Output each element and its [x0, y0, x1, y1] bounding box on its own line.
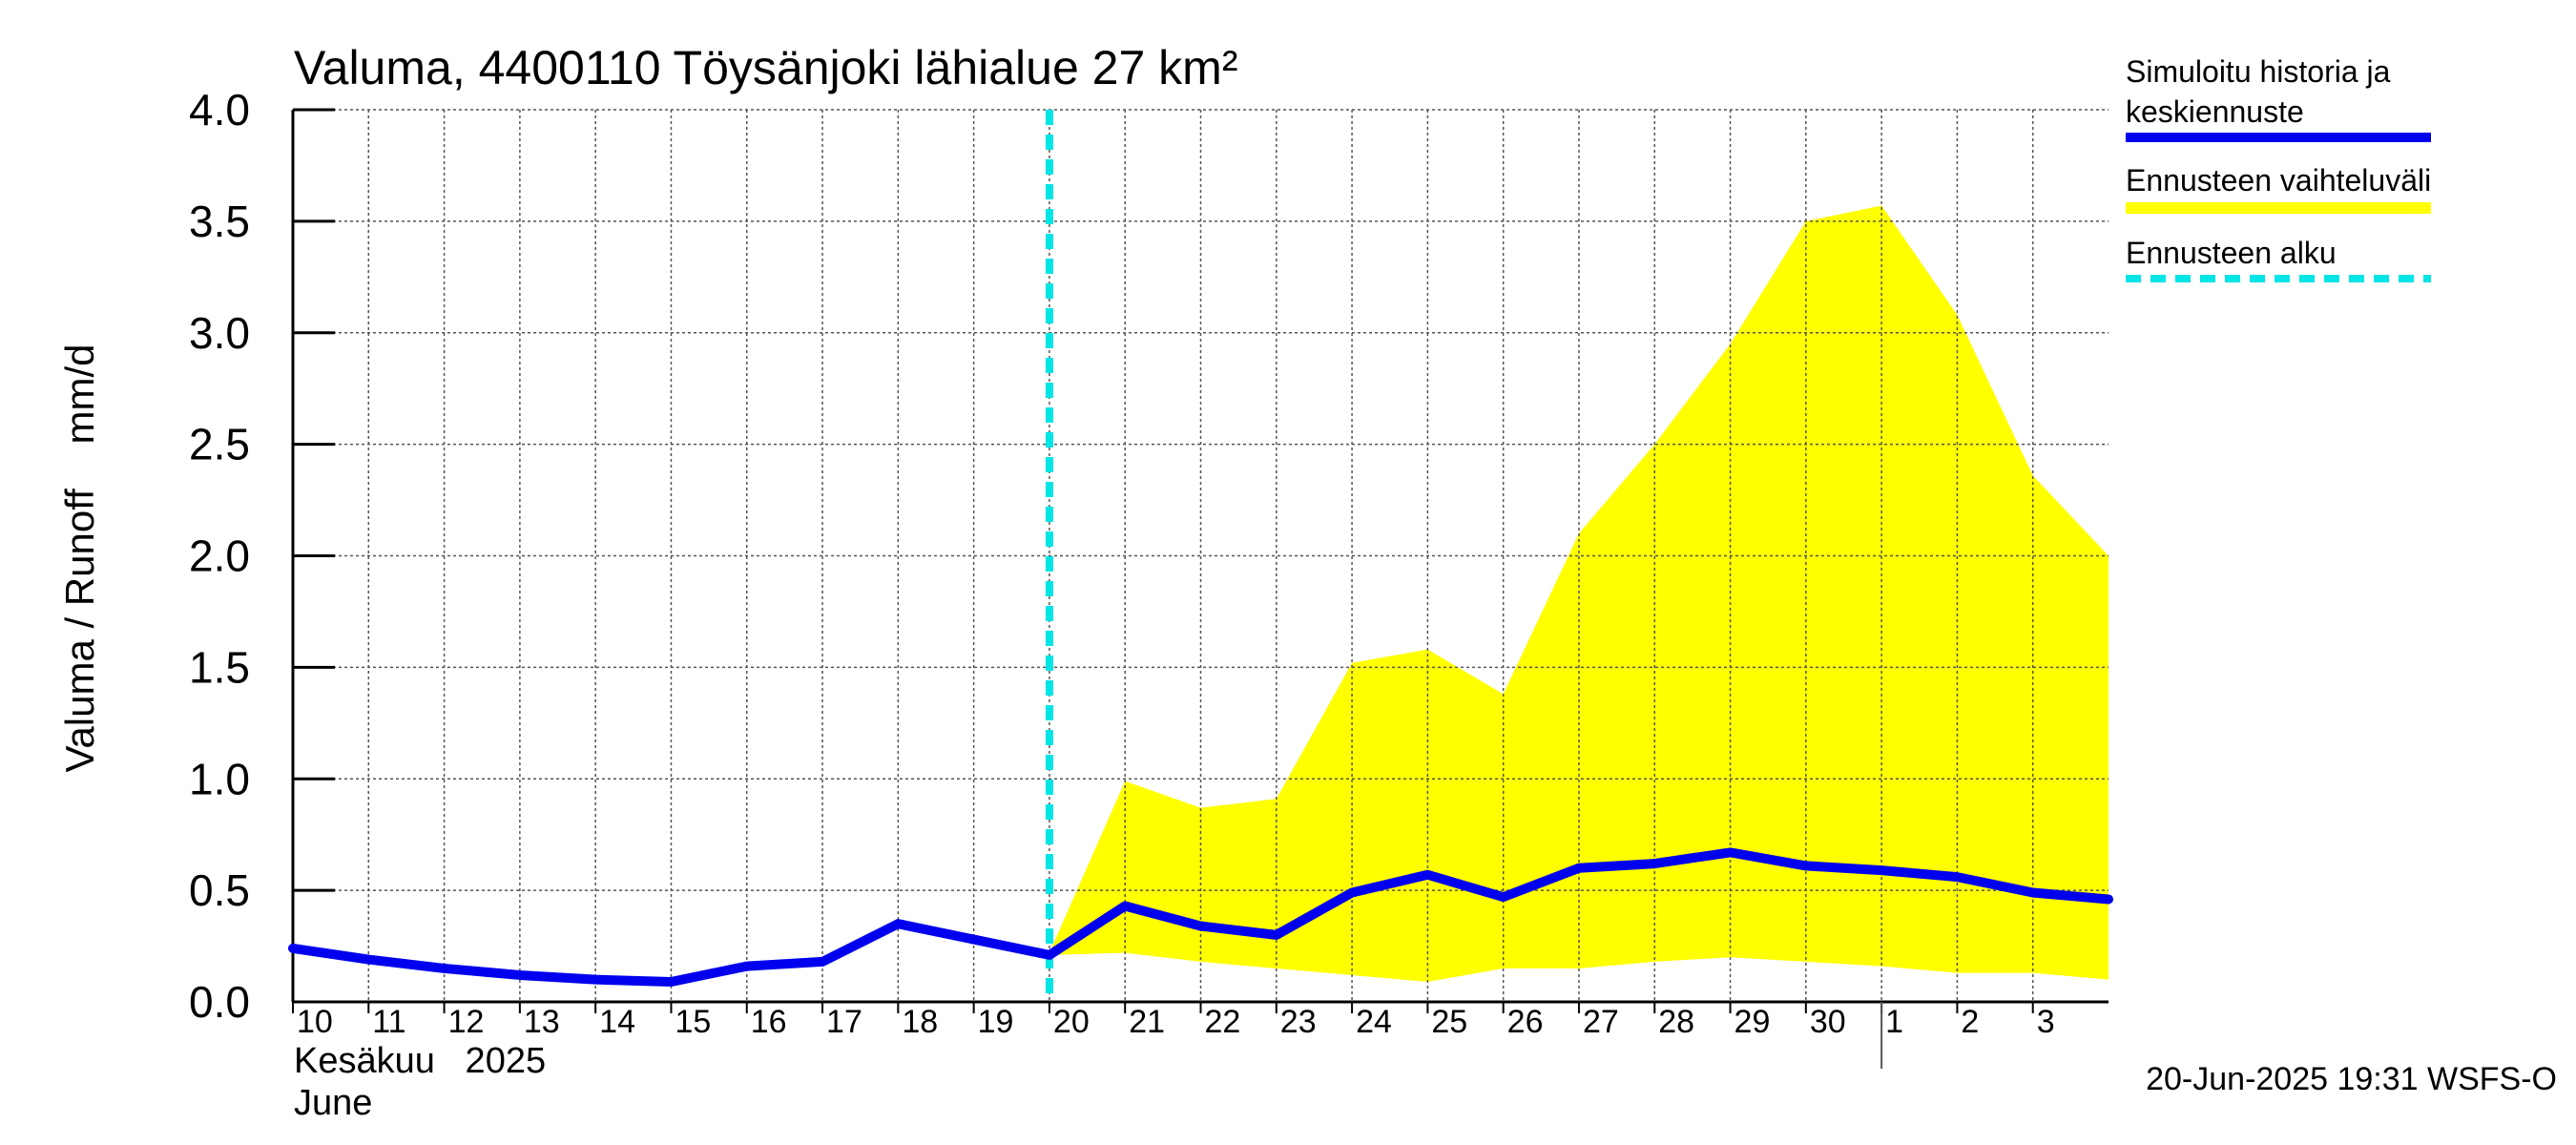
forecast-range-band-layer	[1049, 205, 2109, 982]
legend-label-range: Ennusteen vaihteluväli	[2126, 163, 2431, 198]
y-tick-label: 3.0	[189, 308, 250, 358]
legend-label-simulated-line2: keskiennuste	[2126, 94, 2304, 129]
legend: Simuloitu historia ja keskiennuste Ennus…	[2126, 54, 2431, 282]
y-tick-label: 3.5	[189, 197, 250, 246]
x-tick-label: 28	[1658, 1004, 1694, 1040]
y-tick-label: 1.0	[189, 754, 250, 803]
x-tick-label: 14	[599, 1004, 635, 1040]
y-axis-label: Valuma / Runoff mm/d	[57, 344, 102, 773]
x-tick-label: 13	[524, 1004, 560, 1040]
y-tick-label: 0.5	[189, 865, 250, 915]
x-tick-label: 12	[448, 1004, 485, 1040]
x-tick-label: 24	[1356, 1004, 1392, 1040]
y-tick-label: 2.5	[189, 420, 250, 469]
month-label-finnish: Kesäkuu 2025	[294, 1041, 546, 1081]
x-tick-label: 23	[1280, 1004, 1317, 1040]
x-tick-label: 29	[1735, 1004, 1771, 1040]
grid-layer	[292, 109, 2109, 1002]
x-tick-label: 1	[1885, 1004, 1903, 1040]
x-tick-label: 11	[372, 1004, 405, 1040]
x-tick-label: 22	[1205, 1004, 1241, 1040]
x-tick-label: 19	[978, 1004, 1014, 1040]
legend-label-forecast-start: Ennusteen alku	[2126, 236, 2337, 270]
x-tick-label: 18	[902, 1004, 938, 1040]
series-layer	[288, 110, 2113, 1002]
x-tick-label: 2	[1961, 1004, 1979, 1040]
x-tick-label: 10	[297, 1004, 333, 1040]
month-label-english: June	[294, 1083, 372, 1123]
x-tick-label: 3	[2037, 1004, 2055, 1040]
axis-layer: 10 11 12 13 14 15 16 17 18 19 20 21 22 23 24 25 26 27 28 29…	[189, 85, 2109, 1069]
y-tick-label: 0.0	[189, 977, 250, 1027]
series-simulated-line	[288, 847, 2113, 987]
y-tick-label: 4.0	[189, 85, 250, 135]
x-tick-label: 30	[1810, 1004, 1846, 1040]
chart-title: Valuma, 4400110 Töysänjoki lähialue 27 k…	[294, 41, 1237, 94]
x-tick-label: 17	[826, 1004, 862, 1040]
x-tick-label: 21	[1129, 1004, 1165, 1040]
x-tick-label: 20	[1053, 1004, 1090, 1040]
x-tick-label: 25	[1431, 1004, 1467, 1040]
x-tick-label: 27	[1583, 1004, 1619, 1040]
legend-label-simulated-line1: Simuloitu historia ja	[2126, 54, 2391, 89]
y-tick-label: 2.0	[189, 531, 250, 581]
x-tick-label: 26	[1507, 1004, 1544, 1040]
timestamp: 20-Jun-2025 19:31 WSFS-O	[2146, 1061, 2557, 1097]
x-tick-label: 16	[751, 1004, 787, 1040]
y-tick-label: 1.5	[189, 642, 250, 692]
forecast-range-band	[1049, 205, 2109, 982]
x-tick-label: 15	[675, 1004, 711, 1040]
